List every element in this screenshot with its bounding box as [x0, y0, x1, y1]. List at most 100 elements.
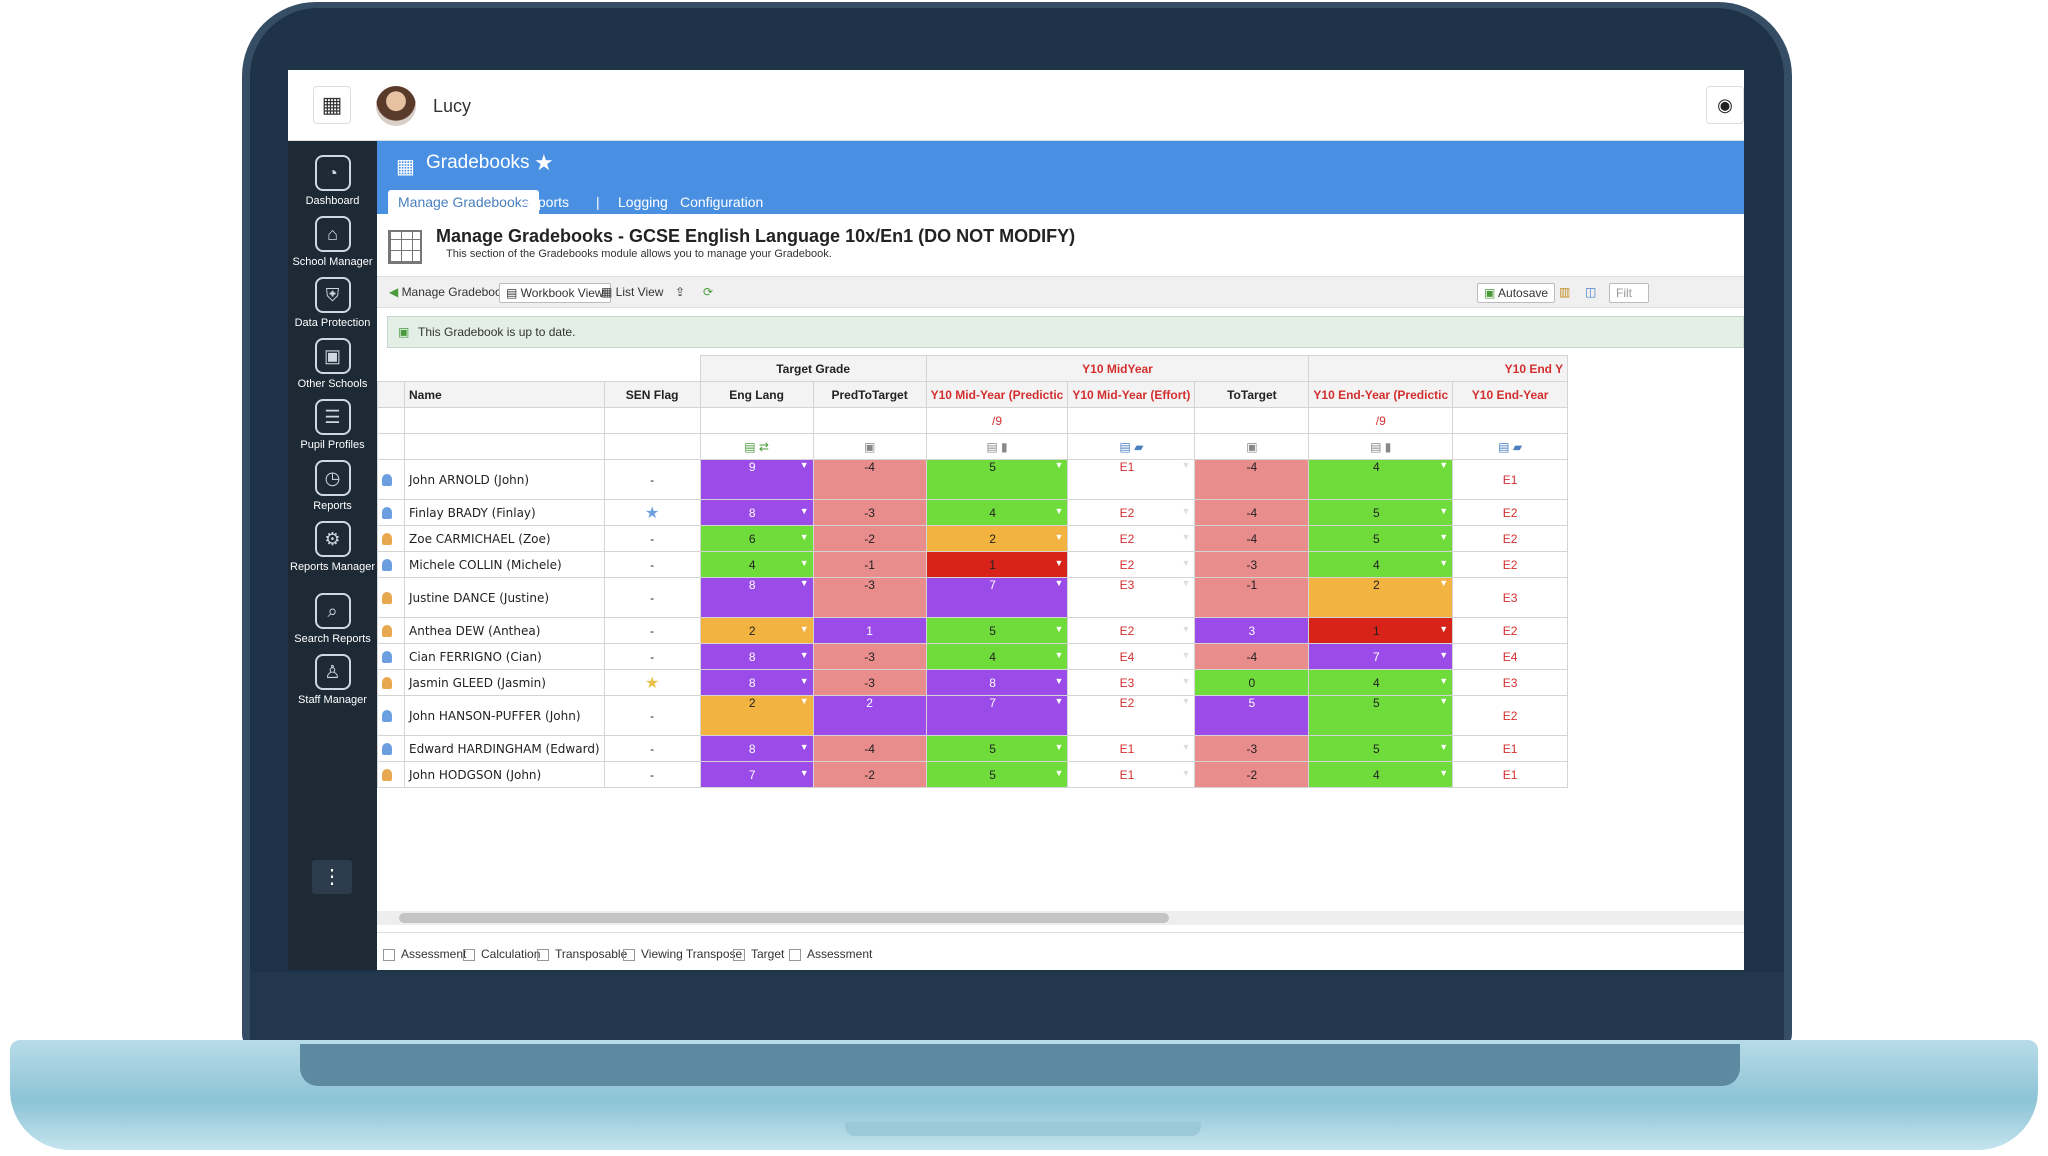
pupil-name[interactable]: John ARNOLD (John)	[404, 459, 605, 500]
dropdown-caret-icon[interactable]: ▼	[1439, 675, 1449, 686]
grade-cell-eng[interactable]: 9 ▼	[699, 459, 814, 500]
app-grid-icon[interactable]: ▦	[313, 86, 351, 124]
export-icon[interactable]: ⇪	[675, 285, 686, 299]
col-header-0[interactable]: Name	[404, 381, 605, 408]
sidebar-item-dashboard[interactable]: ◔ Dashboard	[288, 155, 377, 207]
grade-cell-pred[interactable]: -4	[812, 735, 927, 762]
dropdown-caret-icon[interactable]: ▼	[1181, 578, 1191, 589]
grade-cell-tot[interactable]: 3	[1194, 617, 1310, 644]
grade-cell-pred[interactable]: -3	[812, 577, 927, 618]
grade-cell-mid[interactable]: 7 ▼	[925, 695, 1069, 736]
dropdown-caret-icon[interactable]: ▼	[1181, 675, 1191, 686]
grade-cell-pred[interactable]: -1	[812, 551, 927, 578]
grade-cell-pred[interactable]: -4	[812, 459, 927, 500]
end-effort-cell[interactable]: E1	[1452, 459, 1569, 500]
grade-cell-end[interactable]: 5 ▼	[1308, 525, 1454, 552]
dropdown-caret-icon[interactable]: ▼	[1054, 557, 1064, 568]
dropdown-caret-icon[interactable]: ▼	[799, 531, 809, 542]
dropdown-caret-icon[interactable]: ▼	[799, 505, 809, 516]
col-header-3[interactable]: PredToTarget	[812, 381, 927, 408]
transposable-icon[interactable]: ▤ ▰	[1067, 433, 1196, 460]
list-view-button[interactable]: ▦ List View	[595, 283, 669, 301]
grade-cell-mid[interactable]: 4 ▼	[925, 499, 1069, 526]
sidebar-item-data-protection[interactable]: ⛨ Data Protection	[288, 277, 377, 329]
dropdown-caret-icon[interactable]: ▼	[1439, 767, 1449, 778]
grade-cell-eff[interactable]: E2 ▼	[1067, 695, 1196, 736]
tab-configuration[interactable]: Configuration	[680, 194, 764, 210]
col-header-1[interactable]: SEN Flag	[603, 381, 701, 408]
end-effort-cell[interactable]: E4	[1452, 643, 1569, 670]
dropdown-caret-icon[interactable]: ▼	[799, 649, 809, 660]
col-header-7[interactable]: Y10 End-Year (Predictic	[1308, 381, 1454, 408]
dropdown-caret-icon[interactable]: ▼	[1439, 623, 1449, 634]
grade-cell-tot[interactable]: -4	[1194, 643, 1310, 670]
dropdown-caret-icon[interactable]: ▼	[1054, 675, 1064, 686]
dropdown-caret-icon[interactable]: ▼	[799, 557, 809, 568]
grade-cell-tot[interactable]: -3	[1194, 551, 1310, 578]
scrollbar-thumb[interactable]	[399, 913, 1169, 923]
columns-icon[interactable]: ◫	[1585, 285, 1597, 299]
grade-cell-mid[interactable]: 5 ▼	[925, 459, 1069, 500]
grade-cell-eng[interactable]: 7 ▼	[699, 761, 814, 788]
col-tools-icon[interactable]: ▤ ⇄	[699, 433, 814, 460]
grade-cell-eng[interactable]: 8 ▼	[699, 577, 814, 618]
sidebar-item-other-schools[interactable]: ▣ Other Schools	[288, 338, 377, 390]
dropdown-caret-icon[interactable]: ▼	[1054, 531, 1064, 542]
dropdown-caret-icon[interactable]: ▼	[799, 578, 809, 589]
end-effort-cell[interactable]: E2	[1452, 525, 1569, 552]
pupil-name[interactable]: Cian FERRIGNO (Cian)	[404, 643, 605, 670]
grade-cell-eff[interactable]: E1 ▼	[1067, 761, 1196, 788]
grade-cell-eng[interactable]: 6 ▼	[699, 525, 814, 552]
calculation-icon[interactable]: ▣	[1194, 433, 1310, 460]
grade-cell-pred[interactable]: -3	[812, 669, 927, 696]
dropdown-caret-icon[interactable]: ▼	[1054, 578, 1064, 589]
grade-cell-eng[interactable]: 8 ▼	[699, 643, 814, 670]
sidebar-item-staff-manager[interactable]: ♙ Staff Manager	[288, 654, 377, 706]
dropdown-caret-icon[interactable]: ▼	[1181, 767, 1191, 778]
pupil-name[interactable]: Michele COLLIN (Michele)	[404, 551, 605, 578]
col-header-5[interactable]: Y10 Mid-Year (Effort)	[1067, 381, 1196, 408]
grade-cell-tot[interactable]: 0	[1194, 669, 1310, 696]
filter-input[interactable]: Filt	[1609, 283, 1649, 303]
grade-cell-mid[interactable]: 5 ▼	[925, 761, 1069, 788]
tab-logging[interactable]: Logging	[618, 194, 668, 210]
grade-cell-pred[interactable]: -2	[812, 761, 927, 788]
dropdown-caret-icon[interactable]: ▼	[1181, 623, 1191, 634]
dropdown-caret-icon[interactable]: ▼	[1181, 557, 1191, 568]
dropdown-caret-icon[interactable]: ▼	[1181, 460, 1191, 471]
grade-cell-eng[interactable]: 8 ▼	[699, 735, 814, 762]
sidebar-item-pupil-profiles[interactable]: ☰ Pupil Profiles	[288, 399, 377, 451]
end-effort-cell[interactable]: E2	[1452, 499, 1569, 526]
grade-cell-mid[interactable]: 8 ▼	[925, 669, 1069, 696]
grade-cell-pred[interactable]: -3	[812, 643, 927, 670]
assessment-icon[interactable]: ▤ ▮	[925, 433, 1069, 460]
end-effort-cell[interactable]: E2	[1452, 617, 1569, 644]
dropdown-caret-icon[interactable]: ▼	[1054, 649, 1064, 660]
pupil-name[interactable]: Edward HARDINGHAM (Edward)	[404, 735, 605, 762]
dropdown-caret-icon[interactable]: ▼	[799, 675, 809, 686]
grade-cell-pred[interactable]: -3	[812, 499, 927, 526]
grade-cell-pred[interactable]: -2	[812, 525, 927, 552]
grade-cell-tot[interactable]: -3	[1194, 735, 1310, 762]
dropdown-caret-icon[interactable]: ▼	[1054, 696, 1064, 707]
end-effort-cell[interactable]: E3	[1452, 669, 1569, 696]
pupil-name[interactable]: Zoe CARMICHAEL (Zoe)	[404, 525, 605, 552]
pupil-name[interactable]: Anthea DEW (Anthea)	[404, 617, 605, 644]
col-header-8[interactable]: Y10 End-Year	[1452, 381, 1569, 408]
dropdown-caret-icon[interactable]: ▼	[1439, 557, 1449, 568]
favourite-star-icon[interactable]: ★	[534, 150, 554, 175]
dropdown-caret-icon[interactable]: ▼	[1054, 460, 1064, 471]
transposable-icon[interactable]: ▤ ▰	[1452, 433, 1569, 460]
dropdown-caret-icon[interactable]: ▼	[1181, 741, 1191, 752]
end-effort-cell[interactable]: E1	[1452, 735, 1569, 762]
grade-cell-eff[interactable]: E3 ▼	[1067, 577, 1196, 618]
refresh-icon[interactable]: ⟳	[703, 285, 714, 299]
dropdown-caret-icon[interactable]: ▼	[1054, 623, 1064, 634]
grade-cell-mid[interactable]: 7 ▼	[925, 577, 1069, 618]
dropdown-caret-icon[interactable]: ▼	[1439, 531, 1449, 542]
grade-cell-eng[interactable]: 8 ▼	[699, 499, 814, 526]
dropdown-caret-icon[interactable]: ▼	[1439, 460, 1449, 471]
col-header-4[interactable]: Y10 Mid-Year (Predictic	[925, 381, 1069, 408]
dropdown-caret-icon[interactable]: ▼	[1054, 505, 1064, 516]
highlight-icon[interactable]: ▥	[1559, 285, 1571, 299]
